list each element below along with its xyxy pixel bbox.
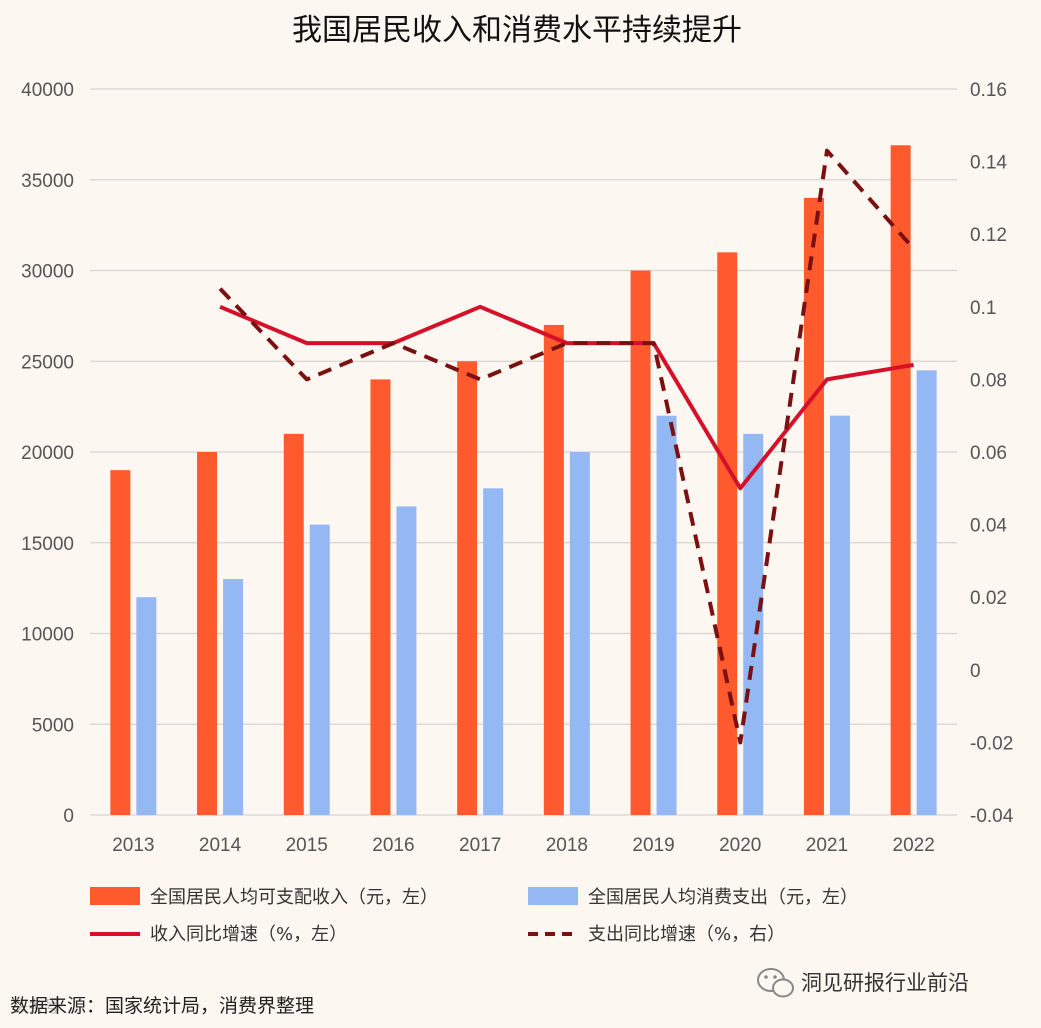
right-tick-label: -0.02: [970, 733, 1013, 754]
gridlines: [90, 88, 957, 816]
left-tick-label: 35000: [21, 171, 74, 192]
right-tick-label: 0.1: [970, 298, 996, 319]
right-axis: -0.04 -0.02 0 0.02 0.04 0.06 0.08 0.1 0.12 0.14 0.…: [970, 80, 1014, 827]
bars: [110, 145, 937, 816]
x-tick-label: 2014: [199, 835, 242, 856]
right-tick-label: 0.14: [970, 153, 1007, 174]
left-tick-label: 0: [63, 806, 74, 827]
x-tick-label: 2017: [459, 835, 501, 856]
x-tick-label: 2020: [719, 835, 761, 856]
bar-consumption: [829, 415, 850, 815]
legend-label-consumption: 全国居民人均消费支出（元，左）: [588, 887, 858, 908]
bar-consumption: [396, 506, 417, 815]
right-tick-label: 0.06: [970, 443, 1007, 464]
bar-income: [197, 452, 218, 815]
left-tick-label: 20000: [21, 443, 74, 464]
left-axis: 0 5000 10000 15000 20000 25000 30000 35000 40000: [21, 80, 74, 827]
legend-label-income-growth: 收入同比增速（%，左）: [150, 924, 347, 945]
watermark: 头条号: [12, 997, 60, 1016]
bar-income: [370, 379, 391, 815]
right-tick-label: 0.16: [970, 80, 1007, 101]
bar-income: [110, 470, 131, 815]
x-tick-label: 2013: [112, 835, 154, 856]
left-tick-label: 5000: [32, 715, 74, 736]
legend: 全国居民人均可支配收入（元，左） 全国居民人均消费支出（元，左） 收入同比增速（…: [90, 887, 858, 945]
bar-consumption: [569, 452, 590, 815]
bar-income: [630, 270, 651, 815]
left-tick-label: 15000: [21, 534, 74, 555]
x-tick-label: 2021: [806, 835, 848, 856]
bar-consumption: [309, 524, 330, 815]
bar-income: [457, 361, 478, 815]
x-tick-label: 2016: [372, 835, 414, 856]
legend-label-income: 全国居民人均可支配收入（元，左）: [150, 887, 438, 908]
x-tick-label: 2022: [893, 835, 935, 856]
bar-consumption: [483, 488, 504, 815]
bar-income: [283, 433, 304, 815]
brand-name: 洞见研报行业前沿: [801, 971, 969, 995]
bar-income: [543, 324, 564, 815]
bar-consumption: [223, 579, 244, 815]
bar-income: [890, 145, 911, 815]
x-axis: 2013 2014 2015 2016 2017 2018 2019 2020 2021 2022: [112, 835, 935, 856]
bar-consumption: [656, 415, 677, 815]
right-tick-label: 0.04: [970, 516, 1007, 537]
left-tick-label: 40000: [21, 80, 74, 101]
x-tick-label: 2019: [632, 835, 674, 856]
bar-income: [717, 252, 738, 816]
lines: [218, 148, 916, 745]
line-spending-growth: [218, 148, 916, 745]
left-tick-label: 10000: [21, 625, 74, 646]
right-tick-label: -0.04: [970, 806, 1014, 827]
line-income-growth: [219, 304, 914, 491]
legend-swatch-consumption: [528, 887, 578, 905]
data-source: 数据来源：国家统计局，消费界整理: [10, 995, 314, 1017]
bar-consumption: [743, 433, 764, 815]
left-tick-label: 30000: [21, 262, 74, 283]
right-tick-label: 0: [970, 661, 981, 682]
wechat-icon: [757, 968, 794, 998]
bar-income: [803, 197, 824, 815]
right-tick-label: 0.12: [970, 225, 1007, 246]
right-tick-label: 0.08: [970, 370, 1007, 391]
x-tick-label: 2015: [286, 835, 328, 856]
x-tick-label: 2018: [546, 835, 588, 856]
right-tick-label: 0.02: [970, 588, 1007, 609]
chart-title: 我国居民收入和消费水平持续提升: [292, 13, 742, 48]
bar-consumption: [136, 597, 157, 815]
legend-swatch-income: [90, 887, 140, 905]
left-tick-label: 25000: [21, 352, 74, 373]
bar-consumption: [916, 370, 937, 815]
brand-logo: 洞见研报行业前沿: [757, 968, 969, 998]
legend-label-spending-growth: 支出同比增速（%，右）: [588, 924, 785, 945]
